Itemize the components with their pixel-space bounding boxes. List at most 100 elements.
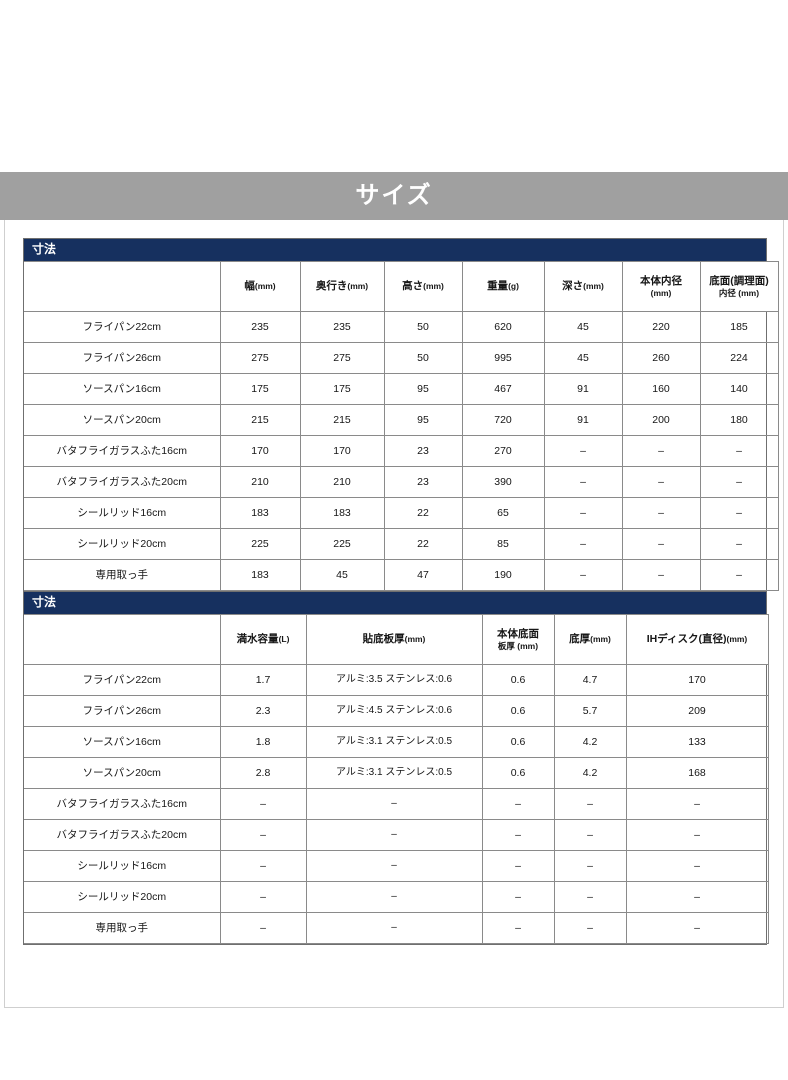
table-row: フライパン22cm 1.7 アルミ:3.5 ステンレス:0.6 0.6 4.7 170 xyxy=(24,664,769,697)
section-banner: サイズ xyxy=(0,172,788,220)
row-label: ソースパン20cm xyxy=(24,404,221,437)
table-cell: – xyxy=(625,819,769,852)
table-cell: 210 xyxy=(219,466,301,499)
table-1-header-row: 幅(mm) 奥行き(mm) 高さ(mm) 重量(g) 深さ(mm) xyxy=(24,261,779,313)
col-header-width-unit: (mm) xyxy=(254,281,276,292)
col-header-clad-base-thickness-unit: (mm) xyxy=(404,634,426,645)
table-cell: – xyxy=(625,912,769,945)
row-label: フライパン22cm xyxy=(24,311,221,344)
table-cell: 4.7 xyxy=(553,664,627,697)
table-cell: – xyxy=(219,881,307,914)
table-cell: – xyxy=(625,881,769,914)
table-cell: 95 xyxy=(383,373,463,406)
col-header-capacity: 満水容量(L) xyxy=(219,614,307,666)
table-cell: 45 xyxy=(543,342,623,375)
top-whitespace xyxy=(0,0,788,172)
col-header-height-unit: (mm) xyxy=(423,281,444,292)
table-cell: – xyxy=(543,497,623,530)
col-header-body-base-thickness: 本体底面 板厚 (mm) xyxy=(481,614,555,666)
table-cell: 50 xyxy=(383,342,463,375)
table-row: シールリッド16cm – – – – – xyxy=(24,850,769,883)
col-header-capacity-label: 満水容量 xyxy=(236,633,279,646)
table-cell: アルミ:4.5 ステンレス:0.6 xyxy=(305,695,483,728)
table-row: 専用取っ手 183 45 47 190– – – xyxy=(24,559,779,592)
table-1-body: フライパン22cm 235 235 50 620 45 220 185 フライパン26cm 275… xyxy=(24,311,779,592)
row-label: シールリッド20cm xyxy=(24,881,221,914)
dimension-table-block-1: 寸法 幅(mm) 奥行き(mm) xyxy=(23,238,779,593)
table-cell: – xyxy=(219,912,307,945)
table-cell: – xyxy=(699,435,779,468)
table-cell: 4.2 xyxy=(553,726,627,759)
table-cell: – xyxy=(219,819,307,852)
table-row: フライパン26cm 2.3 アルミ:4.5 ステンレス:0.6 0.6 5.7 209 xyxy=(24,695,769,728)
table-cell: 0.6 xyxy=(481,664,555,697)
table-cell: 5.7 xyxy=(553,695,627,728)
table-cell: – xyxy=(219,788,307,821)
table-cell: – xyxy=(305,881,483,914)
table-row: ソースパン20cm 215 215 95 720 91 200 180 xyxy=(24,404,779,437)
row-label: シールリッド20cm xyxy=(24,528,221,561)
table-cell: 235 xyxy=(299,311,385,344)
dimension-table-1: 幅(mm) 奥行き(mm) 高さ(mm) 重量(g) 深さ(mm) xyxy=(24,261,779,592)
row-label: 専用取っ手 xyxy=(24,912,221,945)
table-cell: 183 xyxy=(219,497,301,530)
table-cell: 140 xyxy=(699,373,779,406)
col-header-bottom-inner-diameter-label: 底面(調理面) xyxy=(709,275,769,288)
col-header-width-label: 幅 xyxy=(244,280,255,293)
table-row: シールリッド20cm 225 225 22 85– – – xyxy=(24,528,779,561)
col-header-clad-base-thickness-label: 貼底板厚 xyxy=(362,633,405,646)
col-header-height-label: 高さ xyxy=(402,280,424,293)
table-cell: 995 xyxy=(461,342,545,375)
table-cell: – xyxy=(621,497,701,530)
table-cell: – xyxy=(699,497,779,530)
table-cell: – xyxy=(553,850,627,883)
table-cell: – xyxy=(621,466,701,499)
table-cell: 720 xyxy=(461,404,545,437)
row-label: フライパン26cm xyxy=(24,695,221,728)
row-label: フライパン22cm xyxy=(24,664,221,697)
table-cell: 224 xyxy=(699,342,779,375)
col-header-ih-disk-diameter: IHディスク(直径)(mm) xyxy=(625,614,769,666)
table-cell: 390 xyxy=(461,466,545,499)
table-cell: 275 xyxy=(219,342,301,375)
table-cell: 45 xyxy=(299,559,385,592)
row-label: ソースパン16cm xyxy=(24,726,221,759)
table-cell: – xyxy=(625,850,769,883)
table-cell: – xyxy=(553,881,627,914)
table-cell: 215 xyxy=(219,404,301,437)
col-header-clad-base-thickness: 貼底板厚(mm) xyxy=(305,614,483,666)
table-row: シールリッド16cm 183 183 22 65– – – xyxy=(24,497,779,530)
table-cell: 95 xyxy=(383,404,463,437)
table-cell: – xyxy=(305,912,483,945)
table-cell: – xyxy=(481,819,555,852)
table-cell: 170 xyxy=(299,435,385,468)
table-cell: – xyxy=(481,788,555,821)
table-cell: – xyxy=(305,850,483,883)
table-cell: – xyxy=(699,528,779,561)
table-cell: 23 xyxy=(383,466,463,499)
table-cell: 190 xyxy=(461,559,545,592)
table-cell: 225 xyxy=(299,528,385,561)
col-header-weight: 重量(g) xyxy=(461,261,545,313)
table-row: ソースパン16cm 1.8 アルミ:3.1 ステンレス:0.5 0.6 4.2 133 xyxy=(24,726,769,759)
col-header-depth-unit: (mm) xyxy=(347,281,369,292)
table-cell: 0.6 xyxy=(481,726,555,759)
table-cell: 2.8 xyxy=(219,757,307,790)
col-header-ih-disk-diameter-label: IHディスク(直径) xyxy=(646,633,727,646)
table-cell: アルミ:3.1 ステンレス:0.5 xyxy=(305,757,483,790)
col-header-capacity-unit: (L) xyxy=(278,634,290,645)
table-cell: – xyxy=(621,435,701,468)
table-cell: 200 xyxy=(621,404,701,437)
row-label: バタフライガラスふた16cm xyxy=(24,435,221,468)
table-cell: 175 xyxy=(219,373,301,406)
col-header-base-thickness: 底厚(mm) xyxy=(553,614,627,666)
table-cell: 0.6 xyxy=(481,695,555,728)
col-header-body-inner-diameter-unit: (mm) xyxy=(650,287,672,298)
table-cell: 85 xyxy=(461,528,545,561)
table-cell: 1.8 xyxy=(219,726,307,759)
table-cell: 467 xyxy=(461,373,545,406)
table-2-body: フライパン22cm 1.7 アルミ:3.5 ステンレス:0.6 0.6 4.7 170 フラ… xyxy=(24,664,769,945)
table-cell: 50 xyxy=(383,311,463,344)
table-cell: – xyxy=(699,466,779,499)
